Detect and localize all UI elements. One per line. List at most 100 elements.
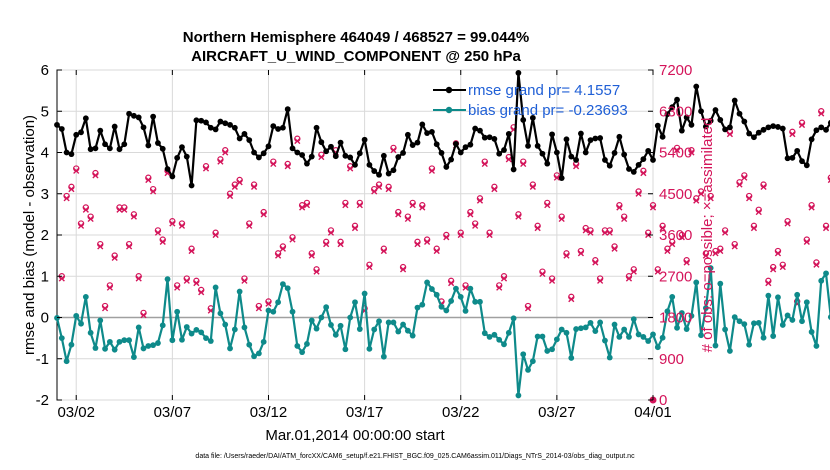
obs-assimilated-stroke xyxy=(515,213,522,220)
bias-point xyxy=(592,328,599,335)
rmse-point xyxy=(433,141,440,148)
obs-assimilated-point xyxy=(606,229,613,236)
rmse-point xyxy=(92,145,99,152)
bias-point xyxy=(678,310,685,316)
rmse-point xyxy=(54,121,60,128)
obs-assimilated-point xyxy=(534,225,541,232)
bias-point xyxy=(823,270,829,277)
rmse-point xyxy=(505,131,512,137)
obs-assimilated-stroke xyxy=(231,183,238,190)
obs-assimilated-stroke xyxy=(265,300,272,307)
bias-point xyxy=(342,346,349,353)
bias-point xyxy=(404,327,411,334)
rmse-point xyxy=(429,128,435,135)
y-tick-label: -1 xyxy=(36,351,49,368)
obs-assimilated-point xyxy=(294,137,301,145)
obs-assimilated-stroke xyxy=(82,206,89,213)
obs-assimilated-stroke xyxy=(534,225,541,232)
obs-assimilated-point xyxy=(212,231,219,239)
obs-assimilated-stroke xyxy=(539,270,546,278)
rmse-point xyxy=(597,135,604,141)
bias-point xyxy=(424,279,430,286)
y-tick-label: 6 xyxy=(41,62,49,79)
bias-point xyxy=(731,314,738,320)
obs-assimilated-stroke xyxy=(741,174,748,181)
rmse-point xyxy=(376,171,382,178)
obs-assimilated-stroke xyxy=(505,156,512,163)
bias-point xyxy=(606,354,613,361)
bias-point xyxy=(563,329,570,336)
rmse-point xyxy=(102,141,108,148)
rmse-point xyxy=(97,127,104,134)
obs-assimilated-point xyxy=(231,183,238,190)
rmse-point xyxy=(207,124,214,131)
obs-assimilated-point xyxy=(106,284,113,291)
obs-assimilated-point xyxy=(770,266,777,273)
obs-assimilated-stroke xyxy=(212,231,219,239)
bias-point xyxy=(97,317,104,324)
obs-assimilated-stroke xyxy=(625,275,633,282)
obs-assimilated-point xyxy=(649,204,657,211)
obs-assimilated-stroke xyxy=(726,131,733,138)
obs-assimilated-point xyxy=(505,156,512,163)
obs-assimilated-stroke xyxy=(563,252,570,259)
rmse-point xyxy=(332,153,339,160)
rmse-point xyxy=(424,130,430,137)
obs-assimilated-point xyxy=(712,250,719,257)
rmse-point xyxy=(702,123,709,130)
rmse-point xyxy=(486,134,493,141)
bias-point xyxy=(549,346,555,353)
rmse-point xyxy=(337,139,344,146)
bias-point xyxy=(78,320,84,327)
obs-assimilated-stroke xyxy=(558,215,565,223)
bias-point xyxy=(102,345,108,352)
rmse-point xyxy=(135,114,142,121)
y-tick-label: 0 xyxy=(41,310,49,327)
obs-assimilated-point xyxy=(611,245,618,252)
obs-assimilated-point xyxy=(750,225,758,232)
obs-assimilated-stroke xyxy=(808,204,815,211)
obs-assimilated-stroke xyxy=(712,250,719,257)
obs-assimilated-stroke xyxy=(630,268,637,275)
rmse-point xyxy=(813,127,820,134)
bias-point xyxy=(453,285,459,292)
obs-assimilated-point xyxy=(491,186,498,193)
bias-point xyxy=(587,319,594,326)
obs-assimilated-point xyxy=(625,275,633,282)
rmse-point xyxy=(361,136,368,143)
bias-point xyxy=(82,293,89,300)
obs-assimilated-stroke xyxy=(491,186,498,193)
obs-assimilated-point xyxy=(342,202,349,209)
rmse-point xyxy=(280,124,286,131)
rmse-point xyxy=(808,136,815,143)
obs-assimilated-stroke xyxy=(500,275,508,282)
bias-point xyxy=(361,290,368,297)
bias-point xyxy=(231,326,238,333)
rmse-point xyxy=(770,123,777,129)
obs-assimilated-point xyxy=(145,176,152,184)
obs-assimilated-stroke xyxy=(688,149,695,156)
rmse-point xyxy=(126,110,132,117)
rmse-point xyxy=(347,154,354,161)
obs-assimilated-stroke xyxy=(327,229,335,236)
bias-point xyxy=(400,321,406,328)
obs-assimilated-point xyxy=(366,263,373,271)
bias-point xyxy=(111,346,118,353)
rmse-point xyxy=(121,141,128,148)
bias-point xyxy=(251,353,257,360)
obs-assimilated-point xyxy=(111,254,118,262)
bias-point xyxy=(510,315,517,322)
bias-point xyxy=(621,326,628,333)
obs-assimilated-point xyxy=(92,172,99,179)
x-tick-label: 03/02 xyxy=(57,404,95,421)
bias-point xyxy=(664,308,671,315)
obs-assimilated-stroke xyxy=(159,238,166,245)
rmse-point xyxy=(515,69,522,76)
obs-assimilated-stroke xyxy=(587,229,594,236)
rmse-point xyxy=(827,120,830,126)
obs-assimilated-point xyxy=(496,284,503,291)
rmse-point xyxy=(582,149,589,156)
rmse-point xyxy=(159,145,166,152)
bias-point xyxy=(135,324,142,331)
bias-point xyxy=(640,333,647,340)
